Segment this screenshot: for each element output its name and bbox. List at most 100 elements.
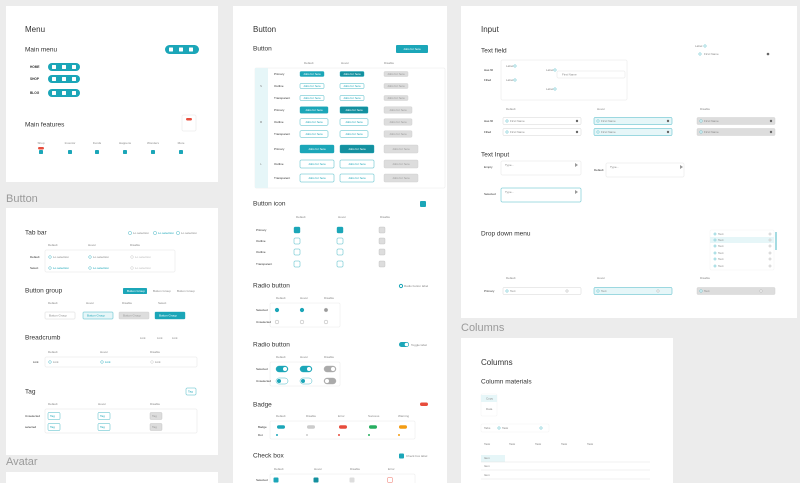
dropdown-selected: [710, 237, 774, 243]
group-cell: Button Group: [123, 313, 141, 317]
row-label: Outline: [256, 250, 266, 254]
column-item: Data: [486, 407, 493, 411]
row-label: Selected: [256, 308, 268, 312]
button-text: Jobs for here: [343, 96, 361, 100]
button: [339, 71, 365, 77]
crumb: Link: [155, 360, 161, 364]
menu-icon: [62, 77, 66, 81]
panel-title: Button: [253, 25, 276, 34]
item-icon: [596, 289, 600, 293]
row-label: Has fill: [484, 68, 493, 72]
avatar-panel: [6, 472, 218, 483]
feature-label: Happens: [119, 141, 132, 145]
row-label: Primary: [274, 72, 285, 76]
field-text: First Name: [704, 119, 719, 123]
table-frame: [44, 249, 176, 273]
field-icon: [596, 130, 600, 134]
tag: [47, 423, 61, 431]
button-text: Jobs for here: [348, 162, 366, 166]
crumb-icon: [150, 360, 154, 364]
field-text: First Name: [704, 130, 719, 134]
crumb-icon: [48, 360, 52, 364]
menu-icon: [52, 77, 56, 81]
button-text: Jobs for here: [308, 176, 326, 180]
item-icon: [699, 289, 703, 293]
column-header: Warning: [398, 414, 409, 418]
button: [339, 106, 369, 114]
item-icon: [565, 289, 569, 293]
icon-button: [420, 201, 426, 207]
column-header: Disable: [150, 350, 160, 354]
field-label: Label: [506, 78, 514, 82]
button: [383, 159, 419, 169]
field-text: First Name: [704, 52, 719, 56]
group-btn: [82, 311, 114, 320]
text-field: [502, 128, 582, 136]
send-icon: [680, 165, 683, 169]
section-title: Drop down menu: [481, 231, 531, 238]
text-input: [605, 162, 685, 178]
feature-icon: [68, 150, 72, 154]
field-label: Label: [695, 44, 703, 48]
column-header: Task: [587, 442, 594, 446]
tab: Task: [502, 426, 509, 430]
row-label: Transparent: [256, 262, 272, 266]
field-icon: [699, 130, 703, 134]
tag-text: Tag: [50, 425, 55, 429]
column-header: Default: [48, 350, 58, 354]
eye-icon: [666, 130, 670, 134]
row-label: Filled: [484, 130, 492, 134]
info-icon: [513, 78, 517, 82]
info-icon: [553, 87, 557, 91]
item-icon: [713, 244, 717, 248]
primary-button: [396, 45, 428, 53]
checkbox: [313, 477, 319, 483]
button: [383, 106, 413, 114]
section-title: Button: [253, 46, 272, 53]
feature-icon: [95, 150, 99, 154]
size-label: S: [260, 84, 262, 88]
badge: [369, 425, 377, 429]
panel-title: Columns: [481, 358, 513, 367]
button-text: Jobs for here: [345, 132, 363, 136]
radio: [274, 319, 280, 325]
section-title: Column materials: [481, 379, 532, 386]
column-header: Error: [338, 414, 345, 418]
checkbox: [387, 477, 393, 483]
checkbox: [349, 477, 355, 483]
radio: [323, 319, 329, 325]
column-header: Hover: [314, 467, 322, 471]
section-title: Tag: [25, 389, 36, 396]
tab: Lo selection: [158, 231, 174, 235]
menu-icon: [62, 65, 66, 69]
button-text: Jobs for here: [345, 108, 363, 112]
tab-cell: Lo selection: [135, 266, 151, 270]
button: [299, 118, 329, 126]
text-field: [593, 117, 673, 125]
section-title: Breadcrumb: [25, 335, 61, 342]
row-label: Transparent: [274, 176, 290, 180]
column-header: Disable: [380, 215, 390, 219]
button-text: Jobs for here: [343, 84, 361, 88]
tab-cell: Lo selection: [93, 266, 109, 270]
text-field: [593, 128, 673, 136]
button: [299, 130, 329, 138]
tabs-row: [480, 423, 550, 433]
column-header: Hover: [100, 350, 108, 354]
toggle-knob: [404, 342, 409, 347]
column-header: Task: [509, 442, 516, 446]
crumb-icon: [100, 360, 104, 364]
icon-button: [336, 226, 344, 234]
item-icon: [713, 257, 717, 261]
button-text: Jobs for here: [392, 162, 410, 166]
row-label: Primary: [274, 108, 285, 112]
column-header: Disable: [700, 107, 710, 111]
column-header: Default: [296, 215, 306, 219]
field-text: First Name: [601, 130, 616, 134]
panel-title: Menu: [25, 25, 45, 34]
tab-cell: Lo selection: [135, 255, 151, 259]
input-text: Type...: [505, 163, 514, 167]
tab-icon: [48, 266, 52, 270]
column-header: Hover: [98, 402, 106, 406]
section-label: Button: [6, 193, 38, 205]
